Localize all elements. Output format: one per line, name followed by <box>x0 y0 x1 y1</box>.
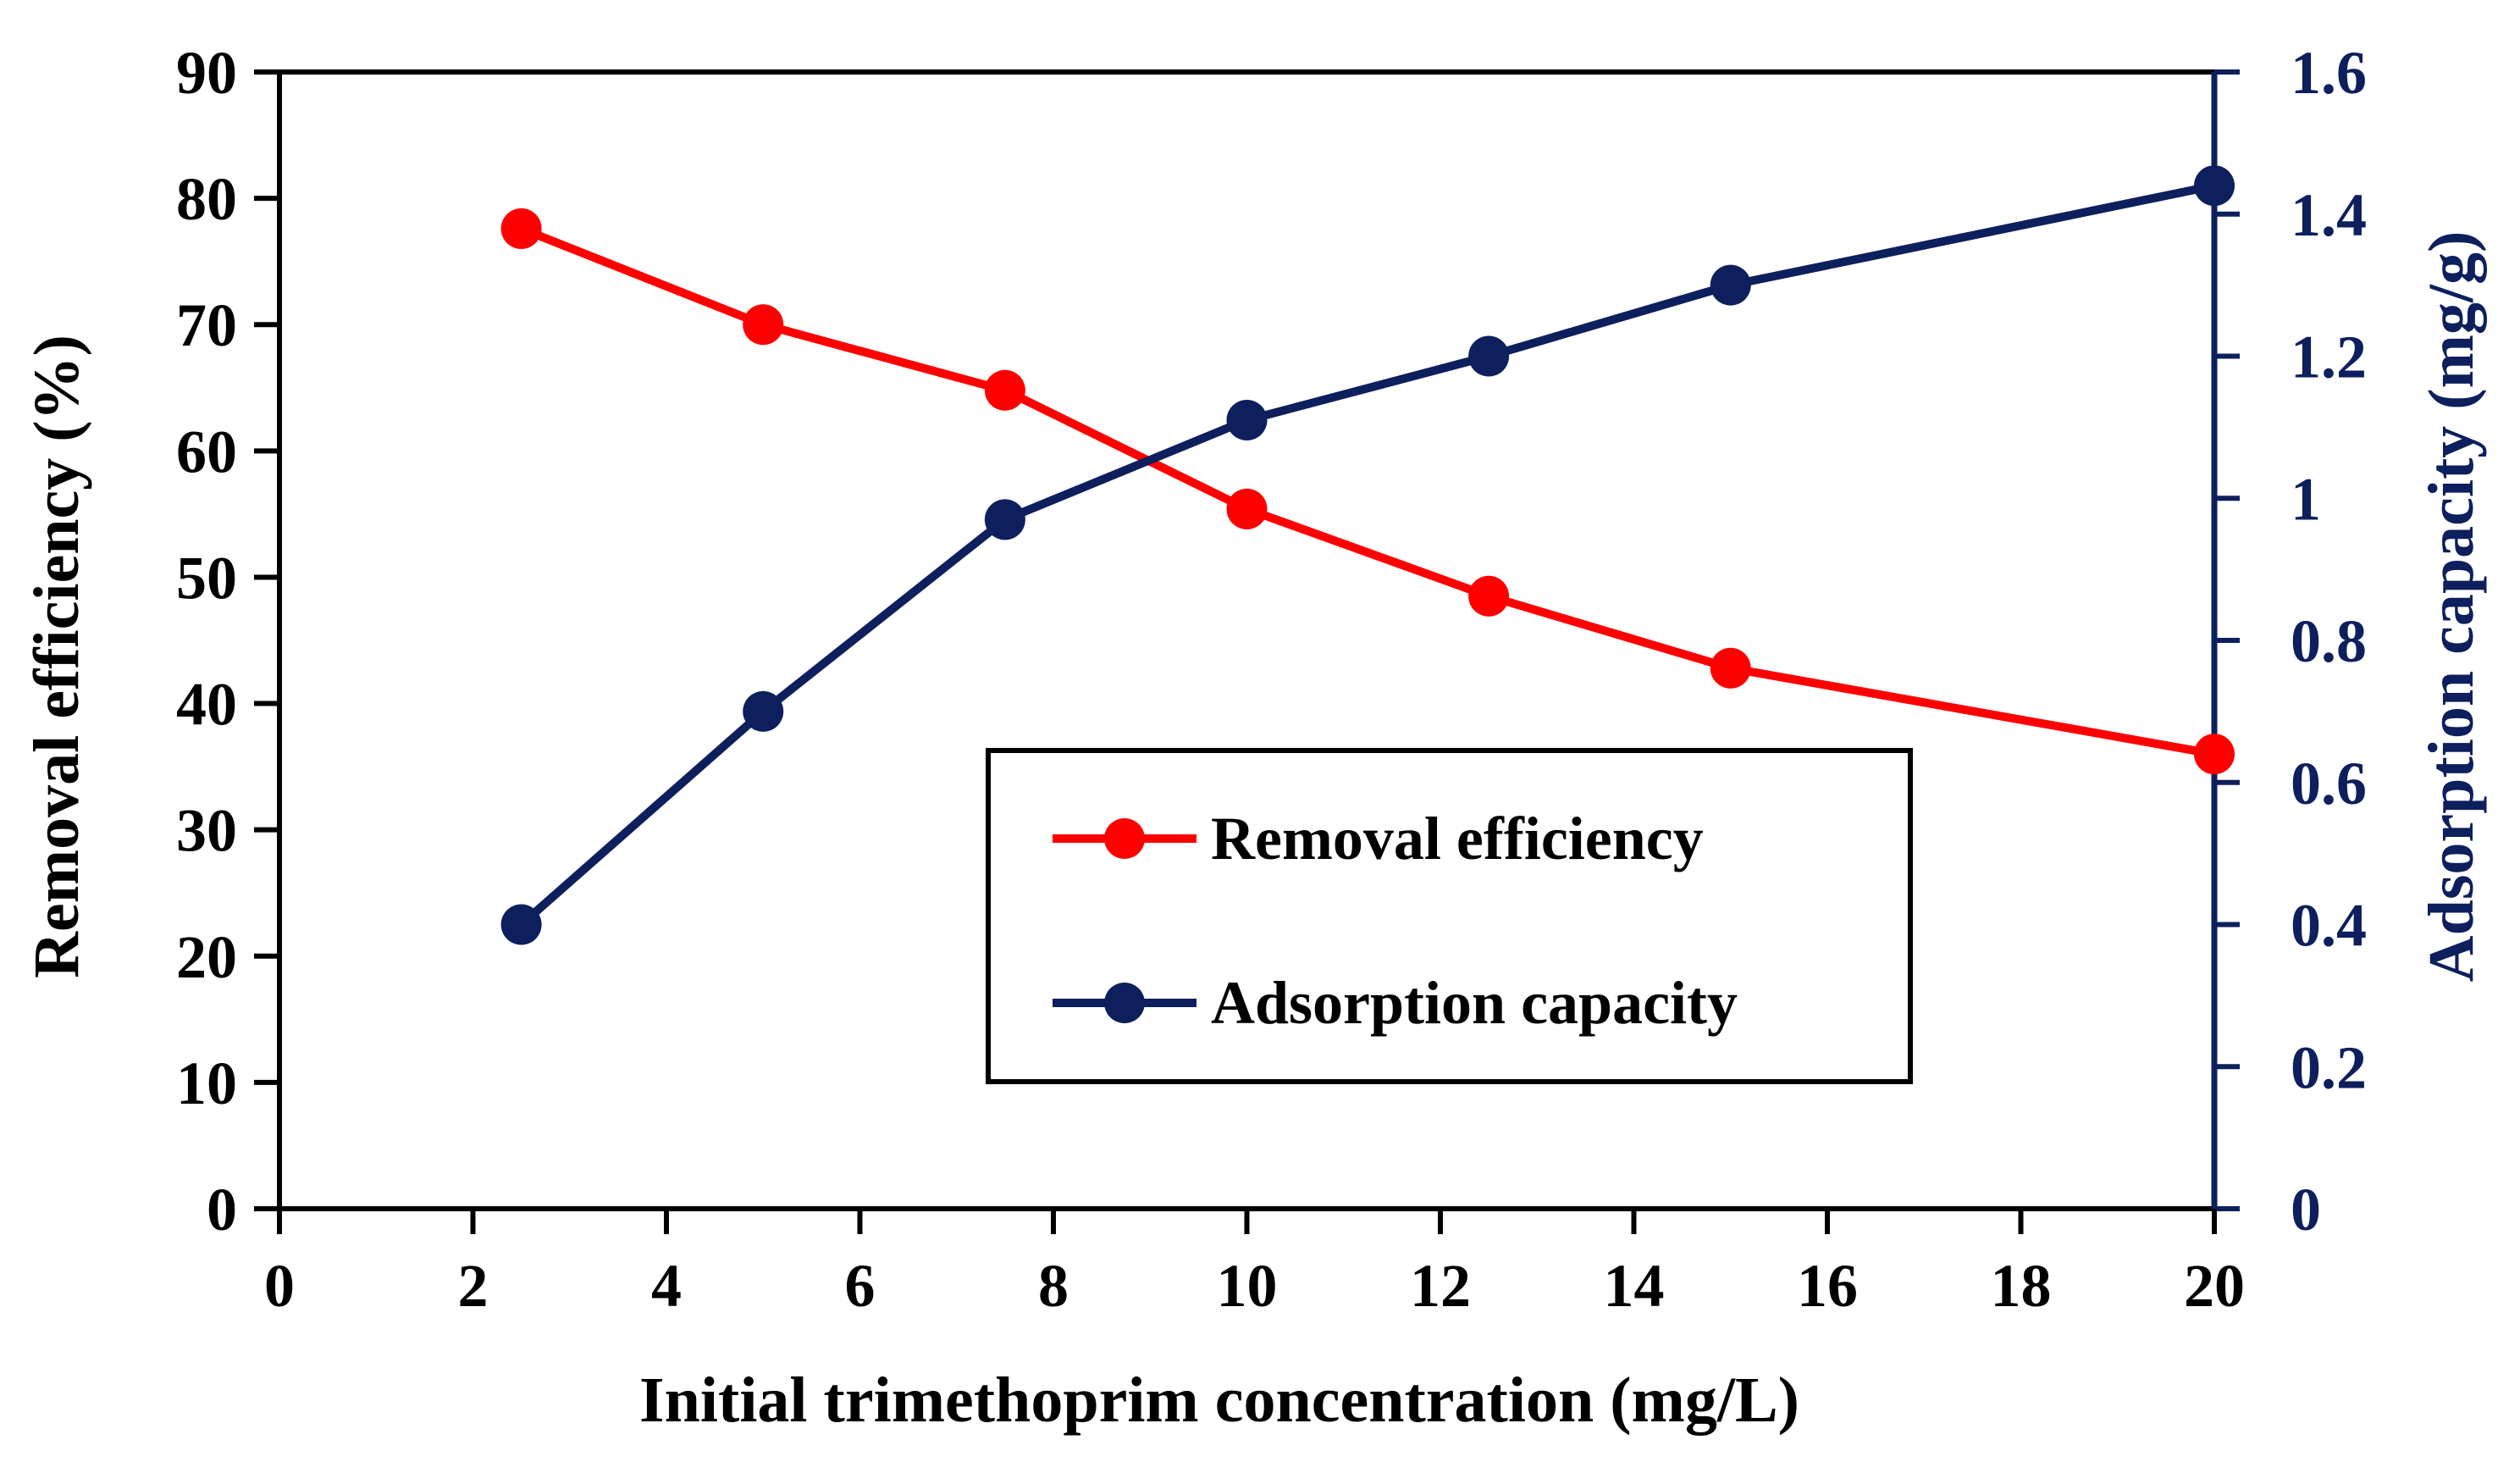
y-tick-label-right: 0 <box>2291 1176 2321 1243</box>
y-tick-label-right: 0.8 <box>2291 607 2367 675</box>
ticks: 010203040506070809000.20.40.60.811.21.41… <box>176 39 2367 1320</box>
y-tick-label-right: 0.6 <box>2291 750 2367 817</box>
removal-efficiency-point <box>500 208 542 249</box>
y-tick-label-right: 1.2 <box>2291 324 2367 391</box>
adsorption-capacity-point <box>743 690 784 732</box>
legend-box <box>986 748 1913 1084</box>
x-axis-title: Initial trimethoprim concentration (mg/L… <box>639 1365 1799 1436</box>
y-tick-label-left: 30 <box>176 797 237 865</box>
y-tick-label-right: 1.4 <box>2291 181 2367 249</box>
x-tick-label: 10 <box>1217 1252 1278 1320</box>
legend-marker-adsorption <box>1104 983 1145 1023</box>
y-tick-label-left: 90 <box>176 39 237 107</box>
y-tick-label-left: 10 <box>176 1049 237 1117</box>
removal-efficiency-point <box>984 369 1025 411</box>
y-tick-label-left: 0 <box>207 1176 237 1243</box>
x-tick-label: 2 <box>458 1252 489 1320</box>
series-points <box>500 165 2235 945</box>
adsorption-capacity-point <box>1226 399 1268 440</box>
y-tick-label-left: 40 <box>176 671 237 739</box>
x-tick-label: 14 <box>1604 1252 1665 1320</box>
x-tick-label: 8 <box>1038 1252 1069 1320</box>
y-tick-label-left: 20 <box>176 923 237 991</box>
x-tick-label: 4 <box>651 1252 682 1320</box>
x-tick-label: 12 <box>1410 1252 1471 1320</box>
y-tick-label-right: 1.6 <box>2291 39 2367 107</box>
removal-efficiency-point <box>1710 647 1751 689</box>
adsorption-capacity-point <box>1710 264 1751 306</box>
y-tick-label-left: 50 <box>176 544 237 612</box>
removal-efficiency-point <box>1468 575 1510 617</box>
adsorption-capacity-point <box>984 499 1025 540</box>
y-tick-label-right: 0.2 <box>2291 1033 2367 1101</box>
adsorption-capacity-point <box>500 904 542 945</box>
removal-efficiency-point <box>2194 734 2235 775</box>
legend: Removal efficiency Adsorption capacity <box>986 748 1913 1084</box>
x-tick-label: 18 <box>1991 1252 2052 1320</box>
y-axis-title-right: Adsorption capacity (mg/g) <box>2416 231 2487 983</box>
x-tick-label: 6 <box>845 1252 876 1320</box>
y-tick-label-left: 80 <box>176 165 237 233</box>
adsorption-capacity-point <box>2194 165 2235 207</box>
y-tick-label-left: 70 <box>176 291 237 359</box>
legend-label-removal: Removal efficiency <box>1211 805 1704 872</box>
y-tick-label-right: 0.4 <box>2291 892 2367 960</box>
x-tick-label: 20 <box>2184 1252 2245 1320</box>
x-tick-label: 0 <box>264 1252 295 1320</box>
legend-marker-removal <box>1104 818 1145 859</box>
removal-efficiency-point <box>1226 488 1268 529</box>
y-tick-label-left: 60 <box>176 418 237 485</box>
adsorption-capacity-point <box>1468 335 1510 377</box>
removal-efficiency-point <box>743 304 784 346</box>
legend-label-adsorption: Adsorption capacity <box>1211 969 1738 1037</box>
y-axis-title-left: Removal efficiency (%) <box>21 335 92 978</box>
x-tick-label: 16 <box>1797 1252 1858 1320</box>
y-tick-label-right: 1 <box>2291 465 2321 533</box>
